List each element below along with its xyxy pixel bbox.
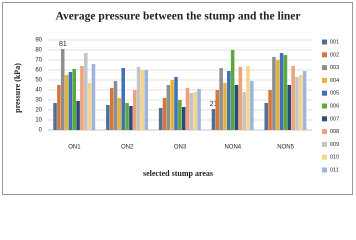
legend-swatch [322, 39, 327, 45]
bar [302, 71, 307, 130]
bar [238, 67, 243, 130]
bar [264, 103, 269, 130]
bar [287, 85, 292, 130]
y-tick-label: 90 [35, 38, 42, 44]
legend-swatch [322, 52, 327, 58]
bar [87, 83, 92, 130]
bar [211, 109, 216, 130]
bar [283, 55, 288, 130]
chart: Average pressure between the stump and t… [2, 2, 353, 195]
bar [80, 66, 84, 130]
legend-swatch [322, 167, 327, 173]
legend-label: 003 [330, 65, 339, 71]
bar [109, 88, 114, 130]
bar [230, 50, 235, 130]
bar [170, 80, 174, 130]
legend-label: 009 [330, 142, 339, 148]
x-axis-title: selected stump areas [143, 169, 213, 178]
bar [91, 64, 96, 130]
bar [178, 100, 182, 130]
bar [166, 85, 171, 130]
bar [227, 71, 231, 130]
bar [276, 60, 280, 130]
x-tick-label: ON1 [68, 145, 81, 151]
legend-label: 010 [330, 155, 339, 161]
bar [158, 108, 163, 130]
legend-swatch [322, 65, 327, 71]
x-tick-label: ON2 [121, 145, 134, 151]
bar [291, 66, 295, 130]
legend-swatch [322, 103, 327, 109]
bar [162, 98, 167, 130]
bar [121, 68, 125, 130]
x-tick-label: NON5 [277, 145, 294, 151]
y-tick-label: 70 [35, 58, 42, 64]
bar [57, 85, 61, 130]
y-tick-label: 20 [35, 108, 42, 114]
bar [193, 92, 197, 130]
legend-label: 005 [330, 91, 339, 97]
bar [185, 88, 190, 130]
legend-swatch [322, 77, 327, 83]
y-tick-label: 10 [35, 118, 42, 124]
bar [181, 107, 186, 130]
y-tick-label: 60 [35, 68, 42, 74]
bar [106, 105, 110, 130]
bar [60, 49, 65, 130]
y-tick-label: 30 [35, 98, 42, 104]
y-tick-label: 50 [35, 78, 42, 84]
bar [246, 66, 250, 130]
bar [234, 85, 239, 130]
bar [272, 57, 276, 130]
bar [215, 90, 220, 130]
legend-label: 004 [330, 78, 339, 84]
bar [242, 92, 246, 130]
bar [279, 53, 284, 130]
bar [76, 101, 80, 130]
y-axis-title: pressure (kPa) [13, 63, 22, 113]
legend-swatch [322, 116, 327, 122]
legend-label: 008 [330, 129, 339, 135]
bar [174, 77, 178, 130]
x-tick-label: NON4 [224, 145, 241, 151]
legend-label: 006 [330, 103, 339, 109]
y-tick-label: 40 [35, 88, 42, 94]
bar [72, 69, 77, 130]
bar [136, 67, 141, 130]
bar [117, 98, 122, 130]
legend-swatch [322, 141, 327, 147]
legend-label: 001 [330, 39, 339, 45]
bar [144, 70, 149, 130]
bar [84, 53, 88, 130]
bar [113, 81, 118, 130]
legend-label: 007 [330, 116, 339, 122]
legend-swatch [322, 129, 327, 135]
bar [197, 89, 201, 130]
bar [140, 70, 145, 130]
legend-label: 002 [330, 52, 339, 58]
bar [219, 68, 223, 130]
bar [53, 103, 57, 130]
bar [68, 72, 73, 130]
legend-label: 011 [330, 167, 339, 173]
bar [129, 106, 133, 130]
data-label: 21 [210, 101, 218, 108]
bar [223, 83, 227, 130]
bar [64, 75, 69, 130]
y-tick-label: 80 [35, 48, 42, 54]
legend-swatch [322, 90, 327, 96]
bar [125, 103, 129, 130]
legend-swatch [322, 154, 327, 160]
x-tick-label: ON3 [174, 145, 187, 151]
bar [295, 77, 299, 130]
y-tick-label: 0 [39, 128, 43, 134]
bar [268, 90, 272, 130]
chart-title: Average pressure between the stump and t… [56, 11, 301, 23]
bar [250, 81, 254, 130]
bar [132, 90, 137, 130]
data-label: 81 [59, 41, 67, 48]
bar [299, 75, 303, 130]
bar [189, 93, 194, 130]
